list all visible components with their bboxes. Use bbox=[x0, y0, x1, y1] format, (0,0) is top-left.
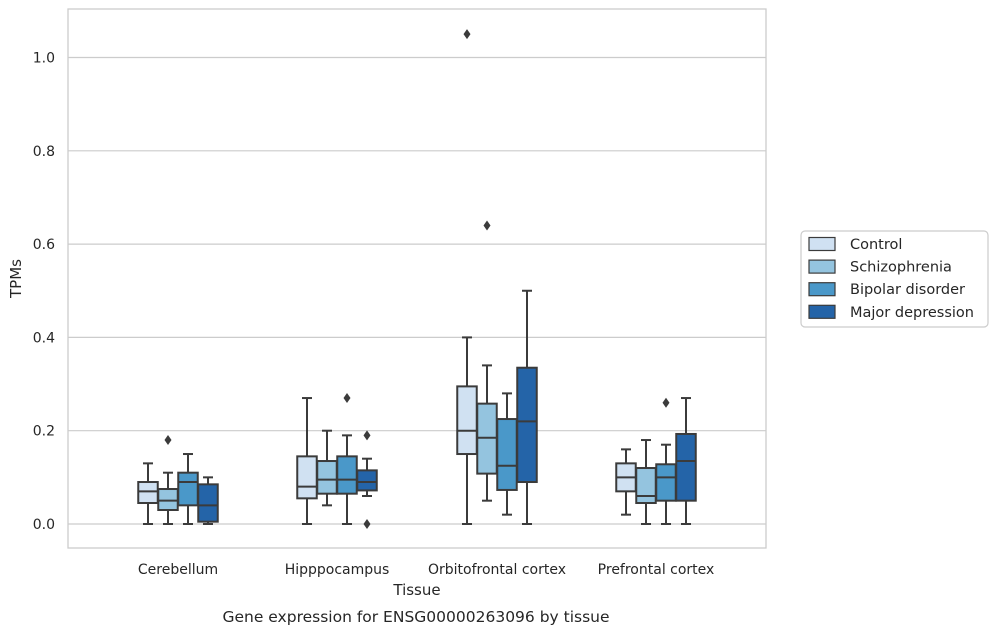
series-schizophrenia bbox=[157, 220, 657, 525]
y-tick-label: 0.8 bbox=[33, 144, 55, 160]
box bbox=[476, 220, 498, 502]
box bbox=[655, 397, 677, 525]
legend-item: Control bbox=[808, 236, 902, 253]
box bbox=[635, 439, 657, 525]
legend-frame bbox=[800, 230, 989, 328]
box-iqr bbox=[456, 385, 478, 456]
y-tick-label: 0.6 bbox=[33, 237, 55, 253]
x-tick-label: Cerebellum bbox=[138, 562, 218, 578]
box bbox=[516, 289, 538, 525]
box bbox=[675, 397, 697, 525]
y-tick-label: 1.0 bbox=[33, 51, 55, 67]
legend-label: Bipolar disorder bbox=[850, 282, 965, 298]
chart-caption: Gene expression for ENSG00000263096 by t… bbox=[222, 608, 609, 626]
outlier-point bbox=[363, 430, 371, 441]
legend-swatch bbox=[808, 236, 836, 252]
box bbox=[456, 29, 478, 525]
box-iqr bbox=[137, 481, 159, 505]
box-iqr bbox=[336, 455, 358, 495]
box bbox=[177, 453, 199, 525]
legend-label: Schizophrenia bbox=[850, 260, 952, 276]
legend-label: Control bbox=[850, 237, 902, 253]
legend-swatch bbox=[808, 282, 836, 297]
box bbox=[296, 397, 318, 525]
x-tick-label: Orbitofrontal cortex bbox=[428, 562, 566, 578]
box-iqr bbox=[356, 469, 378, 492]
y-axis-ticks: 0.0 0.2 0.4 0.6 0.8 1.0 bbox=[33, 51, 55, 534]
box bbox=[356, 430, 378, 529]
outlier-point bbox=[463, 29, 471, 40]
box bbox=[496, 392, 518, 516]
legend-swatch bbox=[808, 304, 836, 319]
box-iqr bbox=[635, 467, 657, 505]
outlier-point bbox=[662, 397, 670, 408]
box-iqr bbox=[197, 483, 219, 523]
series-control bbox=[137, 29, 637, 525]
legend-item: Schizophrenia bbox=[808, 259, 952, 276]
series-bipolar-disorder bbox=[177, 392, 677, 525]
box-series bbox=[137, 29, 697, 529]
series-major-depression bbox=[197, 289, 697, 529]
y-tick-label: 0.4 bbox=[33, 330, 55, 346]
legend: Control Schizophrenia Bipolar disorder Majo… bbox=[800, 230, 989, 328]
legend-item: Major depression bbox=[808, 304, 974, 321]
box bbox=[137, 462, 159, 525]
gridlines bbox=[68, 56, 766, 525]
box-iqr bbox=[675, 432, 697, 502]
outlier-point bbox=[343, 393, 351, 404]
box-iqr bbox=[296, 455, 318, 500]
legend-item: Bipolar disorder bbox=[808, 282, 965, 298]
x-tick-label: Prefrontal cortex bbox=[598, 562, 715, 578]
box-iqr bbox=[655, 463, 677, 502]
x-axis-ticks: Cerebellum Hipppocampus Orbitofrontal cort… bbox=[138, 562, 714, 578]
outlier-point bbox=[483, 220, 491, 231]
outlier-point bbox=[164, 435, 172, 446]
box bbox=[336, 393, 358, 525]
outlier-point bbox=[363, 519, 371, 529]
box-iqr bbox=[496, 418, 518, 491]
box-iqr bbox=[157, 488, 179, 512]
legend-label: Major depression bbox=[850, 305, 974, 321]
legend-swatch bbox=[808, 259, 836, 274]
box bbox=[316, 429, 338, 507]
x-tick-label: Hipppocampus bbox=[285, 562, 390, 578]
y-axis-label: TPMs bbox=[7, 259, 25, 299]
box-iqr bbox=[516, 366, 538, 484]
box-iqr bbox=[177, 471, 199, 507]
x-axis-label: Tissue bbox=[392, 581, 440, 599]
box bbox=[615, 448, 637, 516]
plot-frame bbox=[67, 8, 767, 549]
box bbox=[197, 476, 219, 525]
y-tick-label: 0.2 bbox=[33, 424, 55, 440]
y-tick-label: 0.0 bbox=[33, 517, 55, 533]
box bbox=[157, 435, 179, 525]
box-iqr bbox=[316, 460, 338, 495]
